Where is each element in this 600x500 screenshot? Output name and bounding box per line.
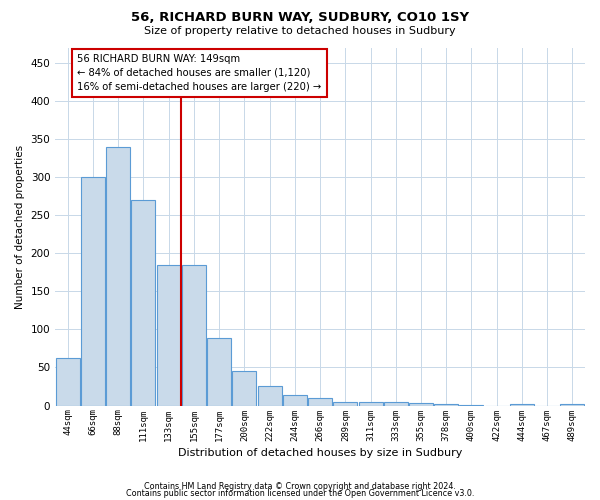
Text: 56, RICHARD BURN WAY, SUDBURY, CO10 1SY: 56, RICHARD BURN WAY, SUDBURY, CO10 1SY	[131, 11, 469, 24]
Text: Contains public sector information licensed under the Open Government Licence v3: Contains public sector information licen…	[126, 490, 474, 498]
Bar	[460, 405, 484, 406]
Text: Contains HM Land Registry data © Crown copyright and database right 2024.: Contains HM Land Registry data © Crown c…	[144, 482, 456, 491]
Bar	[106, 146, 130, 406]
Bar	[510, 404, 534, 406]
Bar	[283, 395, 307, 406]
Bar	[308, 398, 332, 406]
Bar	[560, 404, 584, 406]
Bar	[409, 403, 433, 406]
Y-axis label: Number of detached properties: Number of detached properties	[15, 144, 25, 308]
Bar	[434, 404, 458, 406]
X-axis label: Distribution of detached houses by size in Sudbury: Distribution of detached houses by size …	[178, 448, 462, 458]
Bar	[182, 264, 206, 406]
Text: 56 RICHARD BURN WAY: 149sqm
← 84% of detached houses are smaller (1,120)
16% of : 56 RICHARD BURN WAY: 149sqm ← 84% of det…	[77, 54, 322, 92]
Bar	[232, 371, 256, 406]
Bar	[384, 402, 408, 406]
Bar	[81, 177, 105, 406]
Text: Size of property relative to detached houses in Sudbury: Size of property relative to detached ho…	[144, 26, 456, 36]
Bar	[359, 402, 383, 406]
Bar	[56, 358, 80, 406]
Bar	[207, 338, 231, 406]
Bar	[131, 200, 155, 406]
Bar	[334, 402, 357, 406]
Bar	[257, 386, 281, 406]
Bar	[157, 264, 181, 406]
